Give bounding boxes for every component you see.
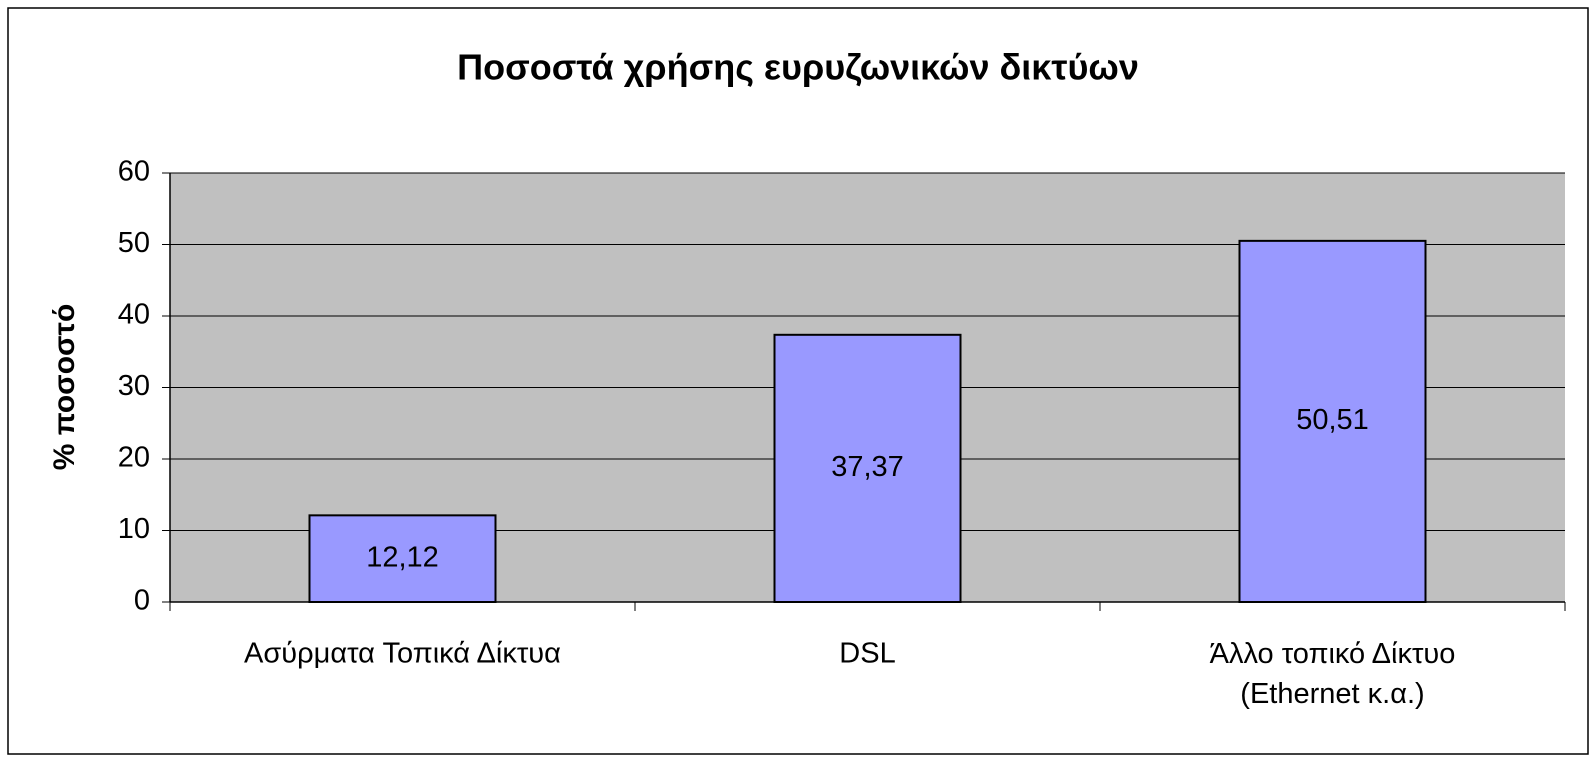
chart-title: Ποσοστά χρήσης ευρυζωνικών δικτύων [457, 47, 1139, 88]
bar [1238, 239, 1427, 604]
y-tick-label: 50 [118, 227, 150, 259]
y-axis-label: % ποσοστό [48, 304, 81, 471]
y-tick-label: 60 [118, 156, 150, 188]
y-tick-label: 0 [134, 585, 150, 617]
data-label: 50,51 [1296, 404, 1369, 436]
x-tick-label: DSL [839, 638, 895, 670]
x-tick-label: Ασύρματα Τοπικά Δίκτυα [244, 638, 561, 670]
bar [773, 333, 962, 603]
data-label: 37,37 [831, 451, 904, 483]
x-tick-label: Άλλο τοπικό Δίκτυο (Ethernet κ.α.) [1210, 638, 1456, 710]
y-tick-label: 30 [118, 370, 150, 402]
y-tick-label: 10 [118, 513, 150, 545]
bar [308, 514, 497, 603]
data-label: 12,12 [366, 541, 439, 573]
y-tick-label: 40 [118, 299, 150, 331]
y-tick-label: 20 [118, 442, 150, 474]
